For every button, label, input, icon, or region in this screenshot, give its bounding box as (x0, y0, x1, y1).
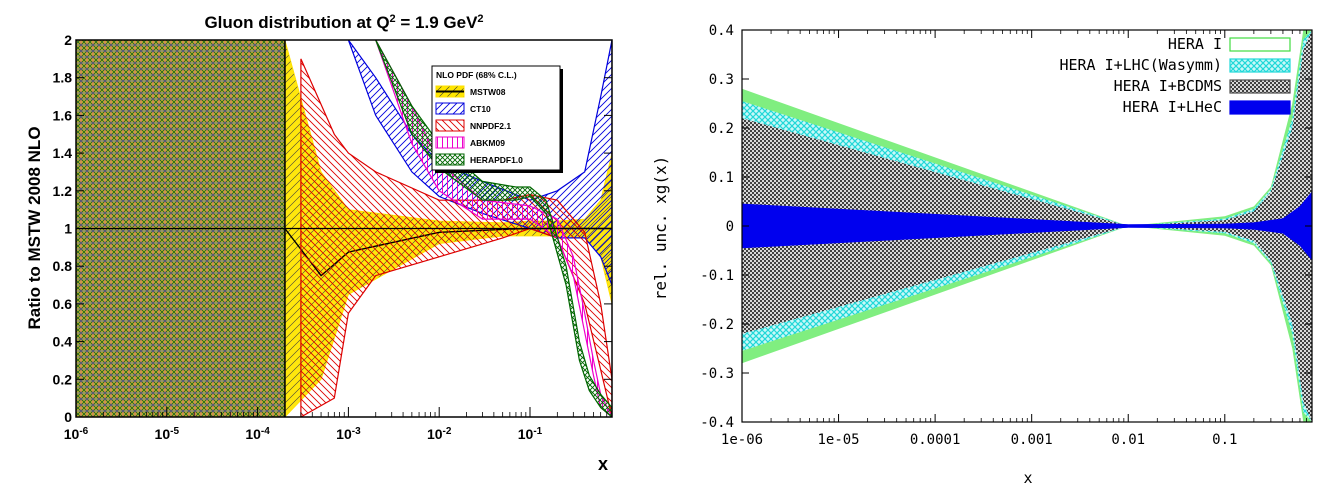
plot-area (76, 40, 612, 417)
y-tick-label: 0 (64, 409, 72, 425)
y-tick-label: 1.2 (53, 183, 73, 199)
y-tick-label: 0.3 (709, 72, 734, 88)
legend-label: ABKM09 (470, 138, 505, 148)
y-tick-label: 0.6 (53, 296, 73, 312)
legend-label: HERA I (1168, 35, 1222, 53)
legend-label: HERA I+LHeC (1123, 98, 1222, 116)
legend-swatch (435, 119, 465, 132)
y-axis-label: Ratio to MSTW 2008 NLO (25, 126, 44, 329)
legend-swatch (1229, 37, 1291, 52)
x-axis-label: x (1023, 469, 1032, 487)
x-tick-label: 10-1 (518, 426, 543, 443)
y-tick-label: 0.2 (709, 121, 734, 137)
chart-title: Gluon distribution at Q2 = 1.9 GeV2 (204, 13, 483, 32)
x-tick-label: 10-3 (336, 426, 361, 443)
x-tick-label: 0.01 (1111, 432, 1145, 448)
legend: HERA I HERA I+LHC(Wasymm) HERA I+BCDMS HERA… (1059, 35, 1291, 116)
y-tick-label: 0.4 (709, 23, 734, 39)
legend-swatch (435, 153, 465, 166)
y-tick-label: 0.4 (53, 334, 73, 350)
legend-label: CT10 (470, 104, 491, 114)
x-tick-label: 0.001 (1011, 432, 1053, 448)
legend-swatch (435, 102, 465, 115)
y-tick-label: 2 (64, 32, 72, 48)
legend-label: HERA I+LHC(Wasymm) (1059, 56, 1222, 74)
band-herapdf1-0 (375, 40, 612, 417)
y-tick-label: -0.4 (700, 415, 734, 431)
y-tick-label: -0.3 (700, 366, 734, 382)
legend-swatch (435, 136, 465, 149)
band-hera-i-lhec (742, 191, 1312, 261)
x-tick-label: 1e-05 (817, 432, 859, 448)
legend-label: HERA I+BCDMS (1114, 77, 1222, 95)
gluon-ratio-chart: Gluon distribution at Q2 = 1.9 GeV2 0 0.2… (25, 13, 613, 474)
y-tick-label: 1.8 (53, 70, 73, 86)
plot-area (742, 30, 1312, 422)
x-tick-label: 10-5 (155, 426, 180, 443)
band-nnpdf2-1 (300, 58, 612, 417)
legend: NLO PDF (68% C.L.) MSTW08 CT10 NNPDF2.1 ABKM… (431, 65, 563, 173)
y-tick-label: 1.6 (53, 107, 73, 123)
y-tick-label: 0.8 (53, 258, 73, 274)
y-tick-label: 1 (64, 221, 72, 237)
x-axis-label: x (598, 454, 608, 474)
legend-label: NNPDF2.1 (470, 121, 511, 131)
x-tick-label: 0.1 (1212, 432, 1237, 448)
y-tick-label: -0.2 (700, 317, 734, 333)
x-tick-label: 10-2 (427, 426, 452, 443)
rel-unc-chart: -0.4 -0.3 -0.2 -0.1 0 0.1 0.2 0.3 0.4 1e-06 1e-05 0… (651, 23, 1313, 487)
legend-label: HERAPDF1.0 (470, 155, 523, 165)
legend-box (431, 65, 561, 171)
y-tick-label: 0.2 (53, 371, 73, 387)
x-tick-label: 10-6 (64, 426, 89, 443)
legend-swatch (1229, 58, 1291, 73)
x-tick-label: 1e-06 (721, 432, 763, 448)
legend-title: NLO PDF (68% C.L.) (436, 70, 517, 80)
y-tick-label: -0.1 (700, 268, 734, 284)
x-tick-label: 10-4 (245, 426, 270, 443)
legend-swatch (1229, 79, 1291, 94)
band-abkm09 (375, 40, 612, 417)
x-tick-label: 0.0001 (910, 432, 961, 448)
legend-label: MSTW08 (470, 87, 506, 97)
legend-swatch (1229, 100, 1291, 115)
y-tick-label: 0 (726, 219, 734, 235)
y-tick-label: 1.4 (53, 145, 73, 161)
y-tick-label: 0.1 (709, 170, 734, 186)
y-axis-label: rel. unc. xg(x) (651, 156, 670, 301)
